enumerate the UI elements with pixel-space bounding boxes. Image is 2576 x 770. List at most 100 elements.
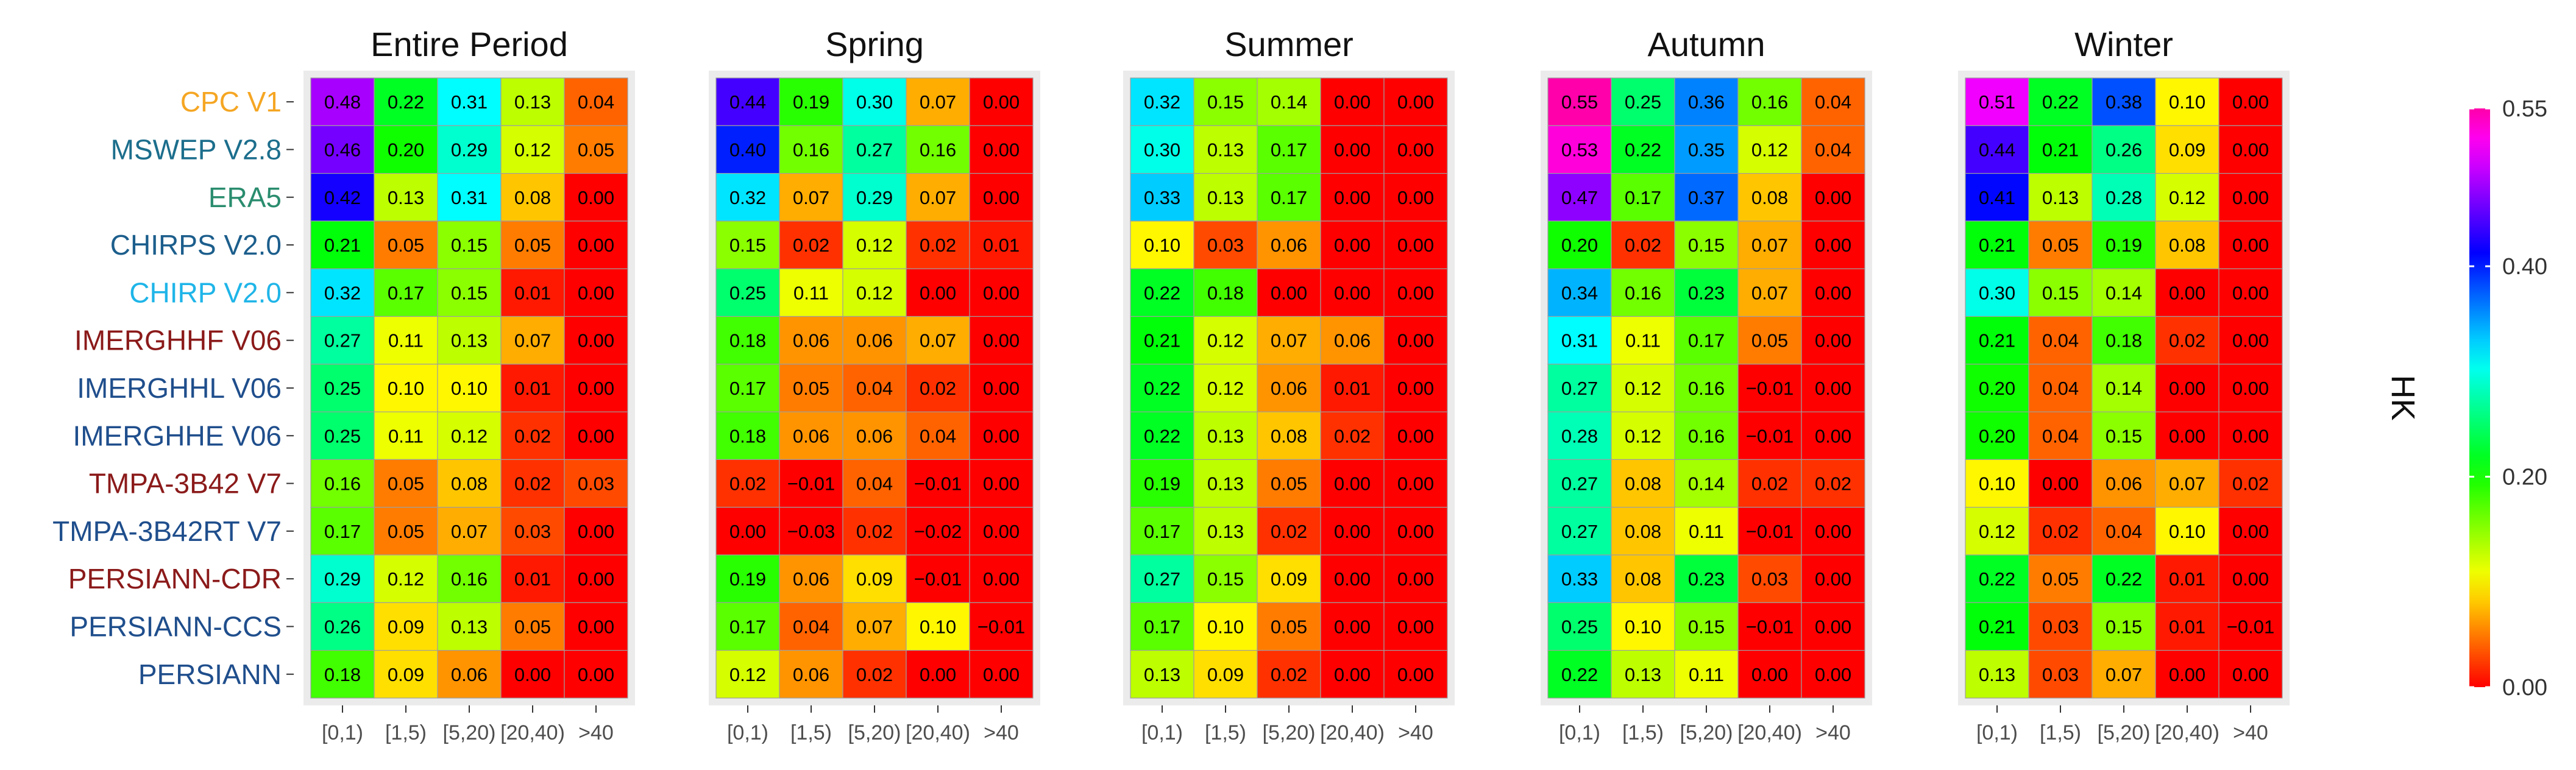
cell-value-label: 0.00 [578, 235, 614, 256]
cell-value-label: 0.00 [1334, 473, 1371, 495]
row-label: PERSIANN-CCS [69, 610, 282, 642]
col-tick-label: [1,5) [1205, 721, 1246, 744]
cell-value-label: 0.15 [2106, 425, 2142, 447]
cell-value-label: 0.00 [1397, 473, 1434, 495]
cell-value-label: 0.00 [1397, 187, 1434, 208]
cell-value-label: 0.51 [1979, 91, 2015, 113]
cell-value-label: 0.04 [1815, 139, 1851, 160]
colorbar-tick-label: 0.20 [2502, 465, 2547, 490]
cell-value-label: 0.13 [2042, 187, 2079, 208]
heatmap-cell [715, 125, 780, 174]
heatmap-cell [310, 459, 375, 508]
cell-value-label: 0.07 [1271, 330, 1307, 351]
cell-value-label: 0.12 [451, 425, 488, 447]
heatmap-cell [564, 364, 628, 412]
panel-title: Winter [2074, 25, 2173, 63]
cell-value-label: 0.07 [920, 187, 956, 208]
heatmap-cell [1257, 77, 1321, 126]
heatmap-cell [715, 221, 780, 269]
cell-value-label: 0.13 [1207, 521, 1244, 542]
heatmap-cell [1674, 173, 1739, 222]
heatmap-cell [1320, 411, 1385, 460]
cell-value-label: 0.02 [1751, 473, 1788, 495]
heatmap-cell [2092, 554, 2156, 603]
cell-value-label: 0.00 [1334, 235, 1371, 256]
cell-value-label: 0.00 [1397, 425, 1434, 447]
cell-value-label: 0.27 [856, 139, 893, 160]
cell-value-label: 0.00 [983, 139, 1020, 160]
heatmap-cell [1737, 173, 1802, 222]
cell-value-label: 0.06 [1334, 330, 1371, 351]
cell-value-label: 0.15 [2042, 282, 2079, 303]
cell-value-label: 0.32 [324, 282, 361, 303]
cell-value-label: 0.00 [983, 521, 1020, 542]
cell-value-label: 0.02 [514, 473, 551, 495]
heatmap-cell [1547, 221, 1612, 269]
cell-value-label: 0.13 [1144, 664, 1180, 685]
heatmap-cell [842, 77, 907, 126]
heatmap-cell [1320, 77, 1385, 126]
heatmap-cell [779, 221, 843, 269]
col-tick-label: [20,40) [2155, 721, 2219, 744]
heatmap-cell [1965, 173, 2029, 222]
panel-summer: Summer 0.32 0.15 0.14 0.00 0.00 0.30 0.13 0.17 0.… [1123, 25, 1455, 744]
col-tick-label: [0,1) [727, 721, 768, 744]
cell-value-label: 0.35 [1688, 139, 1725, 160]
cell-value-label: 0.05 [793, 378, 829, 399]
cell-value-label: 0.15 [1207, 568, 1244, 590]
cell-value-label: 0.33 [1561, 568, 1598, 590]
cell-value-label: 0.08 [1625, 568, 1661, 590]
cell-value-label: 0.12 [514, 139, 551, 160]
col-tick-label: [1,5) [385, 721, 427, 744]
row-label: TMPA-3B42 V7 [89, 468, 282, 500]
cell-value-label: 0.04 [2042, 330, 2079, 351]
cell-value-label: 0.22 [1979, 568, 2015, 590]
heatmap-cell [1193, 411, 1258, 460]
heatmap-cell [1674, 459, 1739, 508]
heatmap-cell [1320, 554, 1385, 603]
cell-value-label: 0.00 [578, 378, 614, 399]
cell-value-label: 0.18 [1207, 282, 1244, 303]
cell-value-label: 0.18 [324, 664, 361, 685]
cell-value-label: 0.02 [1815, 473, 1851, 495]
row-label: IMERGHHF V06 [74, 325, 282, 356]
cell-value-label: 0.05 [1271, 616, 1307, 637]
cell-value-label: 0.03 [514, 521, 551, 542]
cell-value-label: 0.00 [1815, 568, 1851, 590]
row-label: CHIRPS V2.0 [110, 229, 282, 261]
cell-value-label: 0.00 [983, 378, 1020, 399]
heatmap-cell [969, 173, 1034, 222]
heatmap-cell [1801, 411, 1865, 460]
cell-value-label: 0.06 [451, 664, 488, 685]
cell-value-label: 0.11 [1689, 521, 1724, 542]
heatmap-cell [1674, 316, 1739, 365]
heatmap-cell [1130, 602, 1194, 651]
cell-value-label: 0.00 [1334, 568, 1371, 590]
cell-value-label: 0.00 [1397, 378, 1434, 399]
heatmap-cell [1130, 221, 1194, 269]
cell-value-label: 0.00 [1397, 521, 1434, 542]
heatmap-cell [1801, 221, 1865, 269]
cell-value-label: 0.00 [920, 664, 956, 685]
heatmap-cell [437, 364, 502, 412]
heatmap-cell [1383, 602, 1448, 651]
cell-value-label: −0.01 [1746, 521, 1794, 542]
row-label: CHIRP V2.0 [129, 277, 282, 308]
cell-value-label: 0.11 [388, 330, 424, 351]
cell-value-label: 0.04 [856, 378, 893, 399]
cell-value-label: −0.02 [914, 521, 962, 542]
heatmap-cell [2092, 221, 2156, 269]
heatmap-cell [1257, 268, 1321, 317]
cell-value-label: 0.41 [1979, 187, 2015, 208]
cell-value-label: 0.07 [2106, 664, 2142, 685]
cell-value-label: 0.04 [2042, 425, 2079, 447]
heatmap-cell [2218, 602, 2283, 651]
cell-value-label: 0.18 [729, 425, 766, 447]
cell-value-label: 0.06 [1271, 378, 1307, 399]
cell-value-label: 0.06 [793, 425, 829, 447]
cell-value-label: 0.10 [1144, 235, 1180, 256]
cell-value-label: 0.06 [793, 330, 829, 351]
cell-value-label: 0.27 [1144, 568, 1180, 590]
heatmap-cell [2218, 268, 2283, 317]
cell-value-label: 0.11 [1625, 330, 1661, 351]
